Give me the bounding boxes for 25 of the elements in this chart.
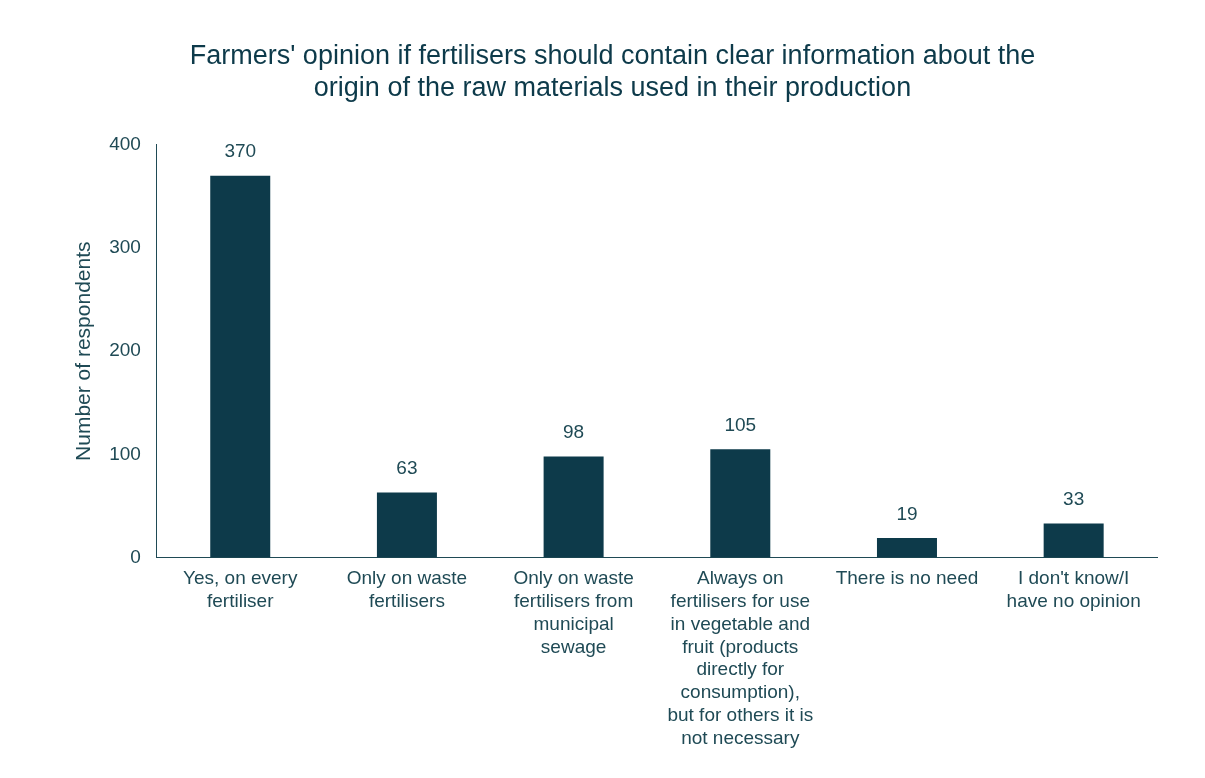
x-tick-label: I don't know/I have no opinion — [1006, 567, 1141, 612]
data-label: 33 — [1063, 488, 1085, 510]
data-label: 19 — [896, 502, 918, 524]
y-tick-label: 400 — [109, 133, 141, 155]
x-tick-label: Yes, on every fertiliser — [183, 567, 298, 612]
data-label: 370 — [224, 140, 257, 162]
bar — [543, 456, 604, 558]
bar — [210, 175, 271, 558]
data-label: 63 — [396, 457, 418, 479]
chart-title: Farmers' opinion if fertilisers should contain clear information about the origin of the raw materials used in their production — [189, 39, 1036, 103]
data-label: 98 — [563, 421, 585, 443]
bar — [376, 492, 437, 558]
y-axis-title: Number of respondents — [71, 241, 95, 461]
y-tick-label: 300 — [109, 236, 141, 258]
bar — [710, 449, 771, 558]
y-tick-label: 0 — [130, 545, 141, 567]
x-tick-label: Always on fertilisers for use in vegetable and fruit (products directly for consumption), but for others it is not necessary — [667, 567, 814, 748]
bar — [1043, 523, 1104, 558]
x-tick-label: Only on waste fertilisers — [346, 567, 468, 612]
y-tick-label: 200 — [109, 339, 141, 361]
y-tick-label: 100 — [109, 442, 141, 464]
data-label: 105 — [724, 413, 757, 435]
bar — [876, 537, 937, 558]
x-tick-label: Only on waste fertilisers from municipal sewage — [513, 567, 634, 657]
x-tick-label: There is no need — [835, 567, 979, 589]
